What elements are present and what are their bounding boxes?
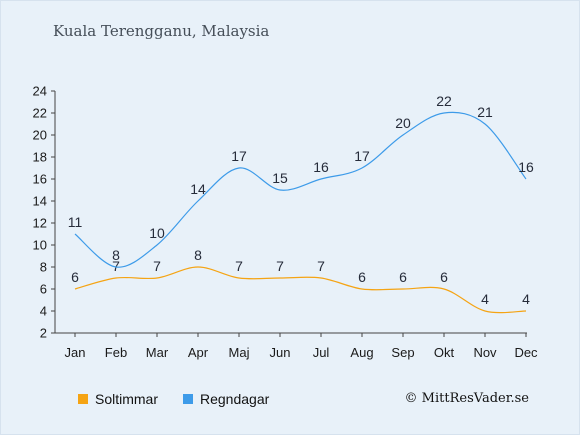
x-tick-label: Nov bbox=[473, 345, 497, 360]
y-tick-label: 12 bbox=[33, 216, 47, 231]
x-ticks: Jan Feb Mar Apr Maj Jun Jul Aug Sep Okt Nov Dec bbox=[65, 333, 538, 360]
data-label-soltimmar: 6 bbox=[358, 269, 366, 285]
data-label-soltimmar: 7 bbox=[153, 258, 161, 274]
legend-item-regndagar: Regndagar bbox=[183, 391, 269, 407]
data-label-soltimmar: 4 bbox=[522, 291, 530, 307]
legend-swatch-soltimmar bbox=[78, 394, 88, 404]
y-tick-label: 6 bbox=[40, 282, 47, 297]
legend-swatch-regndagar bbox=[183, 394, 193, 404]
data-label-regndagar: 15 bbox=[272, 170, 288, 186]
data-label-soltimmar: 8 bbox=[194, 247, 202, 263]
data-label-regndagar: 17 bbox=[354, 148, 370, 164]
data-label-soltimmar: 7 bbox=[112, 258, 120, 274]
data-label-regndagar: 20 bbox=[395, 115, 411, 131]
data-label-regndagar: 21 bbox=[477, 104, 493, 120]
chart-title: Kuala Terengganu, Malaysia bbox=[53, 22, 270, 40]
data-label-soltimmar: 7 bbox=[235, 258, 243, 274]
legend-label-soltimmar: Soltimmar bbox=[95, 391, 159, 407]
data-label-regndagar: 14 bbox=[190, 181, 206, 197]
data-label-regndagar: 11 bbox=[68, 214, 83, 230]
data-label-soltimmar: 6 bbox=[440, 269, 448, 285]
data-label-soltimmar: 4 bbox=[481, 291, 489, 307]
legend-item-soltimmar: Soltimmar bbox=[78, 391, 158, 407]
x-tick-label: Aug bbox=[350, 345, 373, 360]
credit-text: © MittResVader.se bbox=[404, 391, 529, 406]
x-tick-label: Maj bbox=[229, 345, 250, 360]
y-tick-label: 24 bbox=[33, 84, 47, 99]
x-tick-label: Feb bbox=[105, 345, 127, 360]
y-tick-label: 2 bbox=[40, 326, 47, 341]
y-tick-label: 4 bbox=[40, 304, 47, 319]
x-tick-label: Okt bbox=[434, 345, 455, 360]
x-tick-label: Sep bbox=[391, 345, 414, 360]
y-tick-label: 18 bbox=[33, 150, 47, 165]
data-label-regndagar: 22 bbox=[436, 93, 452, 109]
x-tick-label: Apr bbox=[188, 345, 209, 360]
data-label-regndagar: 8 bbox=[112, 247, 120, 263]
y-tick-label: 22 bbox=[33, 106, 47, 121]
data-label-regndagar: 16 bbox=[313, 159, 329, 175]
y-tick-label: 8 bbox=[40, 260, 47, 275]
data-label-soltimmar: 6 bbox=[399, 269, 407, 285]
y-tick-label: 10 bbox=[33, 238, 47, 253]
data-label-regndagar: 17 bbox=[231, 148, 247, 164]
y-tick-label: 16 bbox=[33, 172, 47, 187]
series-line-regndagar bbox=[74, 111, 527, 268]
y-tick-label: 14 bbox=[33, 194, 47, 209]
data-label-soltimmar: 7 bbox=[276, 258, 284, 274]
x-tick-label: Dec bbox=[514, 345, 538, 360]
x-tick-label: Jan bbox=[65, 345, 86, 360]
x-tick-label: Jul bbox=[313, 345, 330, 360]
legend-label-regndagar: Regndagar bbox=[200, 391, 270, 407]
y-tick-label: 20 bbox=[33, 128, 47, 143]
x-tick-label: Mar bbox=[146, 345, 169, 360]
data-label-soltimmar: 7 bbox=[317, 258, 325, 274]
data-label-soltimmar: 6 bbox=[71, 269, 79, 285]
data-label-regndagar: 16 bbox=[518, 159, 534, 175]
x-tick-label: Jun bbox=[270, 345, 291, 360]
data-label-regndagar: 10 bbox=[149, 225, 165, 241]
series-line-soltimmar bbox=[74, 266, 527, 314]
